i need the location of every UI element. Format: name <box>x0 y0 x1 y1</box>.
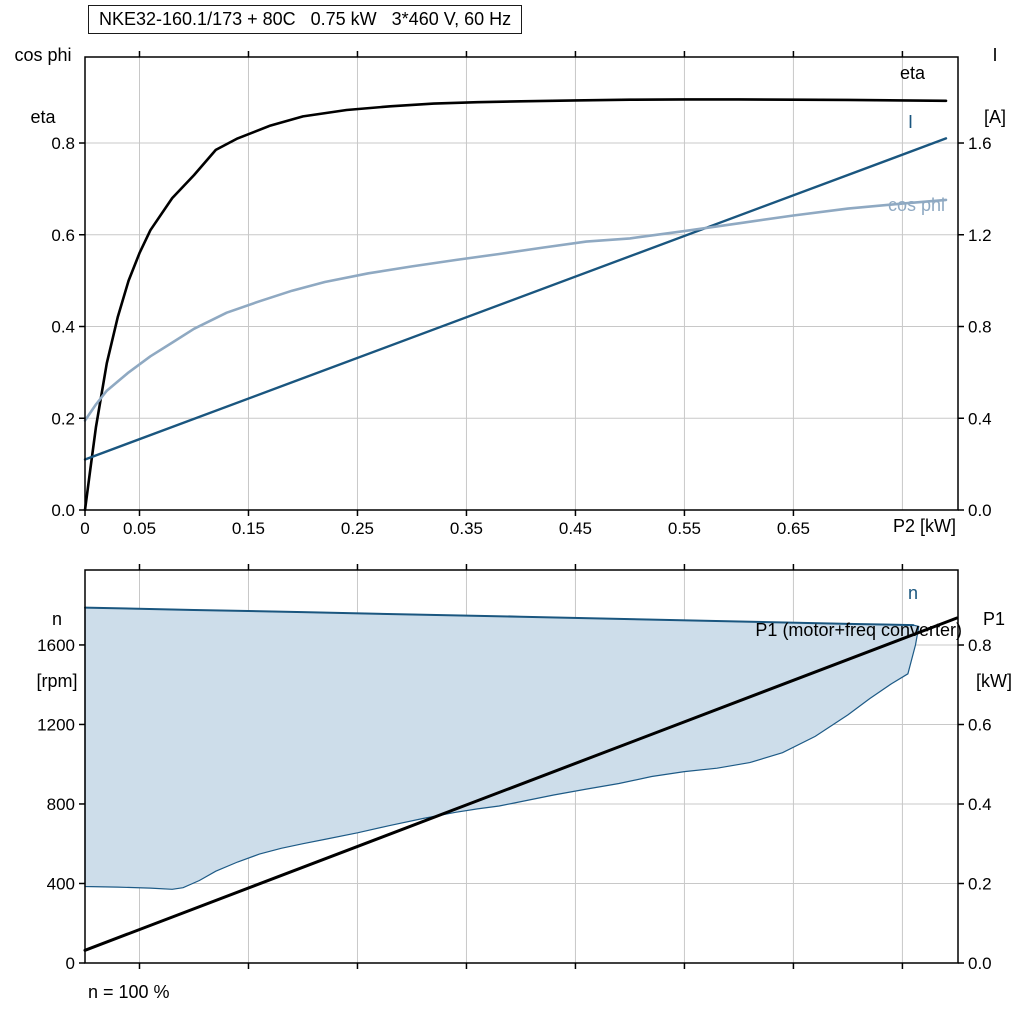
svg-text:0.25: 0.25 <box>341 519 374 538</box>
curve-label-p1: P1 (motor+freq converter) <box>755 620 962 640</box>
curve-label-n: n <box>908 583 919 603</box>
left-axis-title-line1: cos phi <box>14 45 72 66</box>
curve-label-eta: eta <box>900 63 926 83</box>
series-eta <box>83 98 948 512</box>
left-axis-title-top-chart: cos phi eta <box>6 4 80 170</box>
left-axis-title-line2: eta <box>30 107 56 128</box>
svg-text:1600: 1600 <box>37 636 75 655</box>
svg-text:0.8: 0.8 <box>51 134 75 153</box>
svg-text:0.2: 0.2 <box>968 875 992 894</box>
svg-text:0.6: 0.6 <box>51 226 75 245</box>
right-axis-title-top-chart: I [A] <box>972 4 1018 170</box>
svg-text:1200: 1200 <box>37 715 75 734</box>
svg-text:0: 0 <box>66 954 75 973</box>
svg-text:0.45: 0.45 <box>559 519 592 538</box>
svg-text:0.8: 0.8 <box>968 318 992 337</box>
svg-text:0.15: 0.15 <box>232 519 265 538</box>
svg-text:400: 400 <box>47 874 75 893</box>
speed-note: n = 100 % <box>88 982 170 1002</box>
series-P1 (motor+freq converter) <box>83 616 959 952</box>
curve-label-current: I <box>908 112 914 132</box>
svg-text:0.8: 0.8 <box>968 636 992 655</box>
x-axis-title-top-chart: P2 [kW] <box>893 516 957 536</box>
svg-text:0.55: 0.55 <box>668 519 701 538</box>
svg-text:0.0: 0.0 <box>968 501 992 520</box>
bottom-right-axis-line2: [kW] <box>976 671 1012 692</box>
series-I <box>83 137 948 461</box>
bottom-left-axis-line2: [rpm] <box>36 671 78 692</box>
svg-text:0.05: 0.05 <box>123 519 156 538</box>
bottom-left-axis-line1: n <box>51 609 62 630</box>
bottom-right-axis-line1: P1 <box>982 609 1006 630</box>
svg-text:0.2: 0.2 <box>51 409 75 428</box>
right-axis-title-line1: I <box>992 45 998 66</box>
svg-text:0.0: 0.0 <box>968 954 992 973</box>
svg-text:0.4: 0.4 <box>968 795 992 814</box>
series-n <box>84 606 915 627</box>
svg-text:1.6: 1.6 <box>968 134 992 153</box>
svg-text:800: 800 <box>47 795 75 814</box>
chart-title-box: NKE32-160.1/173 + 80C 0.75 kW 3*460 V, 6… <box>88 5 523 34</box>
left-axis-title-bottom-chart: n [rpm] <box>24 568 90 734</box>
svg-text:0.35: 0.35 <box>450 519 483 538</box>
svg-text:1.2: 1.2 <box>968 226 992 245</box>
svg-text:0.4: 0.4 <box>51 318 75 337</box>
right-axis-title-line2: [A] <box>983 107 1006 128</box>
svg-text:0.6: 0.6 <box>968 716 992 735</box>
series-cos phi <box>83 198 948 422</box>
svg-text:0.4: 0.4 <box>968 409 992 428</box>
svg-text:0.0: 0.0 <box>51 501 75 520</box>
right-axis-title-bottom-chart: P1 [kW] <box>966 568 1022 734</box>
svg-text:0.65: 0.65 <box>777 519 810 538</box>
curve-label-cosphi: cos phi <box>888 195 946 215</box>
svg-text:0: 0 <box>80 519 89 538</box>
